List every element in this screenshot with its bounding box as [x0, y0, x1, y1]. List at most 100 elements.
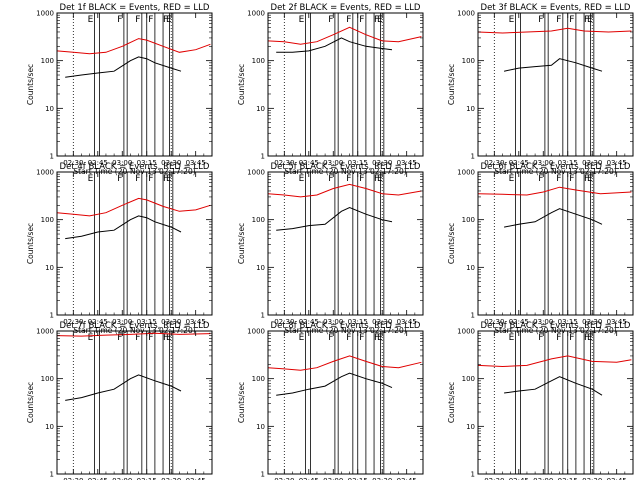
x-tick-label: 03:00 [112, 159, 132, 167]
y-tick-label: 10 [45, 264, 54, 272]
plot-frame [477, 330, 634, 475]
x-tick-label: 02:30 [63, 477, 83, 480]
y-tick-label: 10 [256, 423, 265, 431]
flag-label: F [556, 15, 561, 25]
y-axis-label: Counts/sec [26, 382, 35, 423]
series-line-lld [477, 27, 632, 34]
flag-label: F [584, 333, 589, 343]
flag-label: F [117, 15, 122, 25]
flag-label: F [374, 174, 379, 184]
series-line-events [504, 376, 603, 396]
series-line-events [276, 206, 393, 231]
x-tick-label: 03:15 [558, 159, 578, 167]
panel-title: Det 1f BLACK = Events, RED = LLD [60, 3, 210, 13]
y-axis-label: Counts/sec [237, 223, 246, 264]
flag-label: F [135, 174, 140, 184]
x-tick-label: 02:30 [63, 159, 83, 167]
x-tick-label: 03:15 [558, 318, 578, 326]
panel-title: Det 9f BLACK = Events, RED = LLD [481, 321, 631, 331]
flag-label: F [569, 174, 574, 184]
y-axis-label: Counts/sec [447, 223, 456, 264]
x-tick-label: 02:30 [274, 318, 294, 326]
y-tick-label: 1000 [36, 328, 54, 336]
y-tick-label: 1000 [247, 169, 265, 177]
y-tick-label: 10 [45, 105, 54, 113]
flag-label: F [117, 174, 122, 184]
x-tick-label: 03:00 [323, 159, 343, 167]
flag-label: E [299, 15, 305, 25]
x-tick-label: 02:45 [88, 477, 108, 480]
series-line-events [503, 58, 603, 72]
x-tick-label: 03:30 [582, 318, 602, 326]
flag-label: F [163, 333, 168, 343]
x-tick-label: 03:30 [582, 477, 602, 480]
flag-label: E [166, 174, 172, 184]
flag-label: F [346, 15, 351, 25]
y-tick-label: 100 [462, 375, 475, 383]
x-tick-label: 03:00 [533, 318, 553, 326]
x-tick-label: 02:45 [509, 477, 529, 480]
x-tick-label: 02:30 [484, 477, 504, 480]
x-tick-label: 03:00 [533, 159, 553, 167]
x-tick-label: 03:45 [607, 159, 627, 167]
plot-frame [56, 171, 213, 316]
y-tick-label: 1 [50, 312, 54, 320]
y-tick-label: 100 [462, 216, 475, 224]
y-tick-label: 100 [41, 216, 54, 224]
series-line-lld [56, 197, 211, 217]
x-tick-label: 03:00 [323, 477, 343, 480]
y-tick-label: 100 [252, 375, 265, 383]
panel-title: Det 7f BLACK = Events, RED = LLD [60, 321, 210, 331]
y-tick-label: 1 [261, 312, 265, 320]
x-tick-label: 02:30 [274, 477, 294, 480]
flag-label: E [299, 333, 305, 343]
y-axis-label: Counts/sec [237, 64, 246, 105]
y-tick-label: 1000 [457, 10, 475, 18]
y-tick-label: 100 [41, 57, 54, 65]
flag-label: F [374, 15, 379, 25]
x-tick-label: 02:30 [63, 318, 83, 326]
series-line-lld [267, 355, 422, 371]
plot-frame [267, 171, 424, 316]
plot-frame [477, 12, 634, 157]
plot-frame [267, 330, 424, 475]
y-tick-label: 10 [256, 105, 265, 113]
flag-label: E [377, 15, 383, 25]
flag-label: F [148, 174, 153, 184]
flag-label: F [346, 333, 351, 343]
x-tick-label: 03:00 [533, 477, 553, 480]
flag-label: E [88, 15, 94, 25]
flag-label: E [377, 174, 383, 184]
y-axis-label: Counts/sec [447, 382, 456, 423]
x-tick-label: 02:45 [88, 318, 108, 326]
x-tick-label: 03:15 [348, 159, 368, 167]
series-line-lld [477, 186, 632, 196]
x-tick-label: 03:45 [607, 318, 627, 326]
y-tick-label: 10 [466, 264, 475, 272]
flag-label: F [538, 174, 543, 184]
y-tick-label: 10 [256, 264, 265, 272]
flag-label: F [328, 174, 333, 184]
flag-label: F [359, 333, 364, 343]
flag-label: F [584, 15, 589, 25]
x-tick-label: 03:45 [186, 477, 206, 480]
y-axis-label: Counts/sec [447, 64, 456, 105]
flag-label: F [359, 174, 364, 184]
x-tick-label: 02:30 [484, 159, 504, 167]
x-tick-label: 02:30 [274, 159, 294, 167]
y-tick-label: 100 [252, 57, 265, 65]
series-line-events [65, 374, 182, 401]
x-tick-label: 03:30 [161, 318, 181, 326]
x-tick-label: 03:45 [397, 477, 417, 480]
panel-title: Det 2f BLACK = Events, RED = LLD [271, 3, 421, 13]
x-tick-label: 03:30 [372, 318, 392, 326]
flag-label: E [166, 333, 172, 343]
y-tick-label: 1 [50, 153, 54, 161]
x-tick-label: 03:00 [323, 318, 343, 326]
x-tick-label: 03:45 [397, 318, 417, 326]
